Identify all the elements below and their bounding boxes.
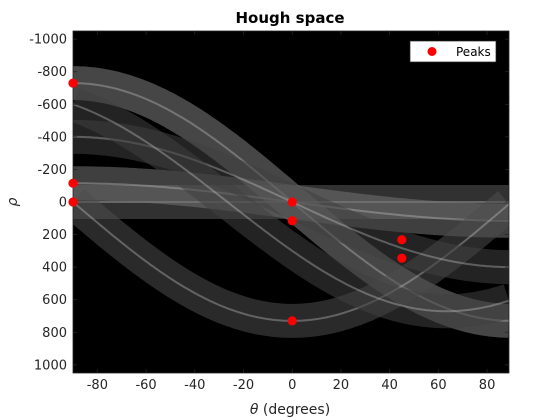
peak-marker (287, 197, 297, 207)
peak-marker (287, 216, 297, 226)
legend-label: Peaks (456, 45, 491, 59)
y-tick-label: -800 (37, 65, 67, 80)
y-tick-label: -1000 (29, 33, 67, 48)
y-tick-label: 1000 (34, 358, 67, 373)
accumulator-band-core (73, 103, 509, 313)
y-tick-label: -600 (37, 98, 67, 113)
y-axis-label: ρ (5, 197, 21, 206)
x-tick-label: 60 (430, 378, 447, 393)
x-tick-label: -80 (87, 378, 108, 393)
peak-marker (287, 316, 297, 326)
y-tick-label: 0 (59, 196, 67, 211)
peak-markers (68, 78, 407, 326)
x-tick-label: -40 (184, 378, 205, 393)
legend: Peaks (409, 40, 497, 63)
y-tick-label: 600 (42, 293, 67, 308)
y-tick-label: 400 (42, 261, 67, 276)
x-tick-label: -20 (233, 378, 254, 393)
legend-peak-marker (427, 47, 437, 56)
y-tick-label: 200 (42, 228, 67, 243)
y-tick-label: -200 (37, 163, 67, 178)
peak-marker (68, 78, 78, 88)
peak-marker (68, 178, 78, 188)
x-axis-label: θ (degrees) (250, 402, 330, 418)
x-tick-label: 40 (381, 378, 398, 393)
x-tick-label: 20 (333, 378, 350, 393)
peak-marker (68, 197, 78, 207)
y-tick-label: -400 (37, 130, 67, 145)
peak-marker (397, 253, 407, 263)
x-tick-label: 80 (479, 378, 496, 393)
x-tick-label: -60 (135, 378, 156, 393)
legend-box (409, 40, 497, 63)
peak-marker (397, 235, 407, 245)
accumulator-band (73, 88, 509, 329)
chart-title: Hough space (235, 9, 344, 27)
x-tick-label: 0 (288, 378, 296, 393)
y-tick-label: 800 (42, 326, 67, 341)
